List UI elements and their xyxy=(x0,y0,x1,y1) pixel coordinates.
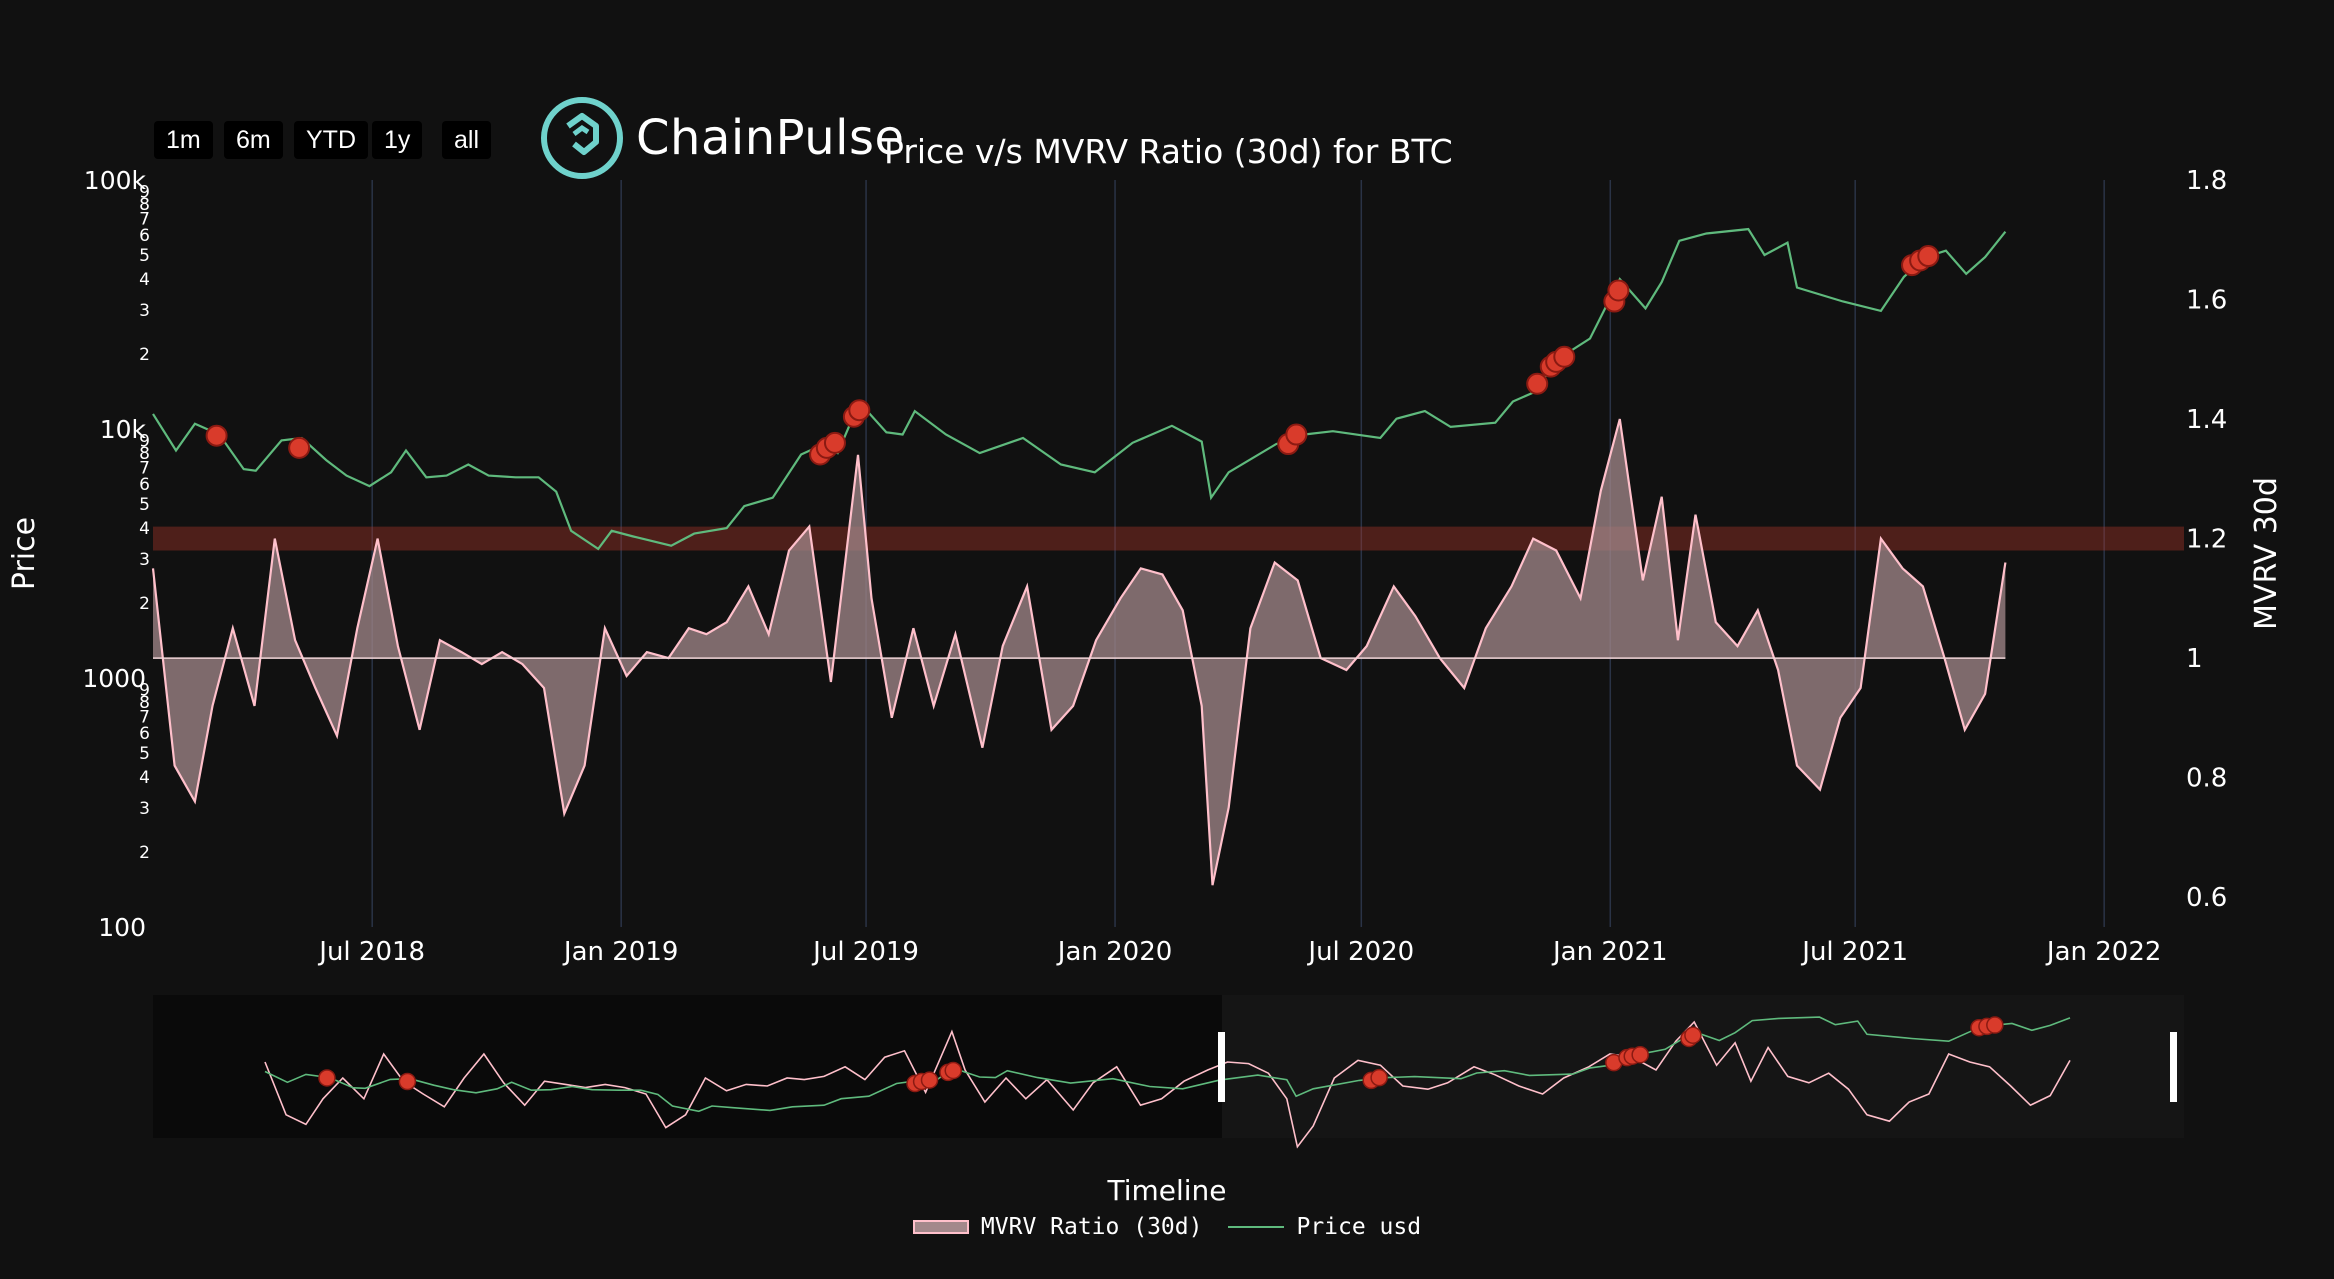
range-slider-handle-left[interactable] xyxy=(1218,1032,1225,1102)
y-minor-tick-label: 7 xyxy=(139,708,150,728)
y2-axis-title: MVRV 30d xyxy=(2249,477,2284,630)
signal-marker xyxy=(1553,345,1576,368)
signal-marker xyxy=(823,431,846,454)
x-tick-label: Jul 2019 xyxy=(811,937,919,967)
mini-signal-marker xyxy=(944,1061,962,1080)
y-tick-label: 100k xyxy=(84,166,147,195)
signal-marker xyxy=(205,424,228,447)
y-minor-tick-label: 3 xyxy=(139,301,150,321)
mini-signal-marker xyxy=(318,1069,336,1087)
y-minor-tick-label: 6 xyxy=(139,226,150,246)
signal-marker xyxy=(1285,423,1308,446)
y-tick-label: 100 xyxy=(98,913,146,942)
signal-marker xyxy=(1526,372,1549,395)
y2-tick-label: 0.8 xyxy=(2186,764,2227,794)
mini-signal-marker xyxy=(1986,1016,2004,1034)
legend-label-price: Price usd xyxy=(1296,1214,1422,1240)
y2-tick-label: 1.8 xyxy=(2186,166,2227,196)
legend-item-price[interactable]: Price usd xyxy=(1228,1214,1421,1240)
y-minor-tick-label: 7 xyxy=(139,210,150,230)
mini-signal-marker xyxy=(398,1072,417,1091)
mvrv-area xyxy=(153,419,2006,886)
y-minor-tick-label: 2 xyxy=(139,594,150,614)
chainpulse-logo-icon xyxy=(541,97,623,179)
signal-marker xyxy=(1917,245,1940,268)
y-minor-tick-label: 2 xyxy=(139,345,150,365)
range-button-1m[interactable]: 1m xyxy=(154,121,213,159)
y-minor-tick-label: 8 xyxy=(139,195,150,215)
y2-tick-label: 1.6 xyxy=(2186,286,2227,316)
x-tick-label: Jul 2021 xyxy=(1800,937,1908,967)
mini-signal-marker xyxy=(1684,1026,1702,1044)
y-minor-tick-label: 9 xyxy=(139,680,150,700)
y-minor-tick-label: 3 xyxy=(139,799,150,819)
y-minor-tick-label: 5 xyxy=(139,495,150,515)
range-button-1y[interactable]: 1y xyxy=(372,121,423,159)
price-line xyxy=(152,227,2007,551)
x-tick-label: Jan 2019 xyxy=(562,937,679,967)
y-minor-tick-label: 8 xyxy=(139,693,150,713)
y2-tick-label: 1.2 xyxy=(2186,525,2227,555)
range-button-ytd[interactable]: YTD xyxy=(294,121,368,159)
y2-tick-label: 1 xyxy=(2186,644,2203,674)
mini-signal-marker xyxy=(1631,1045,1649,1064)
signal-marker xyxy=(1607,279,1630,302)
y-minor-tick-label: 4 xyxy=(139,768,150,788)
mini-signal-marker xyxy=(920,1071,939,1089)
range-slider-mask xyxy=(153,995,1222,1138)
x-tick-label: Jan 2020 xyxy=(1056,937,1173,967)
chart-title: Price v/s MVRV Ratio (30d) for BTC xyxy=(884,132,1453,171)
x-tick-label: Jul 2020 xyxy=(1306,937,1414,967)
y-minor-tick-label: 8 xyxy=(139,444,150,464)
x-tick-label: Jul 2018 xyxy=(317,937,425,967)
mini-price-line xyxy=(264,1016,2071,1113)
legend-label-mvrv: MVRV Ratio (30d) xyxy=(980,1214,1203,1240)
y-minor-tick-label: 2 xyxy=(139,843,150,863)
chart-legend: MVRV Ratio (30d) Price usd xyxy=(0,1210,2334,1244)
y-minor-tick-label: 4 xyxy=(139,270,150,290)
y-minor-tick-label: 4 xyxy=(139,519,150,539)
brand-name: ChainPulse xyxy=(636,110,905,166)
mini-mvrv-line xyxy=(264,1020,2071,1149)
x-tick-label: Jan 2021 xyxy=(1551,937,1668,967)
y-minor-tick-label: 5 xyxy=(139,246,150,266)
y2-tick-label: 0.6 xyxy=(2186,883,2227,913)
x-axis-title: Timeline xyxy=(1106,1174,1226,1207)
signal-marker xyxy=(288,436,311,459)
legend-swatch-price xyxy=(1228,1226,1285,1228)
range-slider-handle-right[interactable] xyxy=(2170,1032,2177,1102)
y-minor-tick-label: 3 xyxy=(139,550,150,570)
y-minor-tick-label: 7 xyxy=(139,459,150,479)
range-button-6m[interactable]: 6m xyxy=(224,121,283,159)
y-tick-label: 1000 xyxy=(82,664,146,693)
y-minor-tick-label: 9 xyxy=(139,182,150,202)
x-tick-label: Jan 2022 xyxy=(2045,937,2162,967)
legend-item-mvrv[interactable]: MVRV Ratio (30d) xyxy=(912,1214,1203,1240)
signal-marker xyxy=(848,399,871,422)
mvrv-line xyxy=(151,418,2007,886)
y-minor-tick-label: 9 xyxy=(139,431,150,451)
mini-signal-marker xyxy=(1370,1068,1388,1087)
y-minor-tick-label: 6 xyxy=(139,724,150,744)
y-minor-tick-label: 5 xyxy=(139,744,150,764)
range-button-all[interactable]: all xyxy=(442,121,492,159)
legend-swatch-mvrv xyxy=(912,1220,969,1234)
y-axis-title: Price xyxy=(7,517,42,590)
y-minor-tick-label: 6 xyxy=(139,475,150,495)
y2-tick-label: 1.4 xyxy=(2186,405,2227,435)
mvrv-highlight-band xyxy=(153,526,2184,551)
y-tick-label: 10k xyxy=(100,415,147,444)
